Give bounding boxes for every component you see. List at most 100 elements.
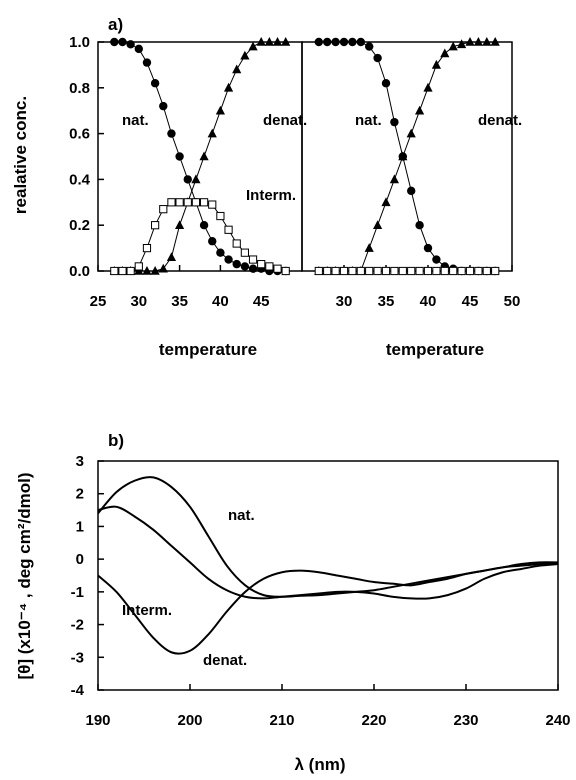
a-left-denatured-point	[150, 266, 160, 275]
a-right-x-tick-label: 50	[504, 293, 521, 310]
a-left-native-point	[224, 255, 233, 264]
a-right-native-point	[348, 37, 357, 47]
panel-a-left-annotation-nat: nat.	[122, 112, 149, 129]
a-left-denatured-point	[142, 266, 152, 275]
a-right-denatured-point	[482, 37, 492, 46]
a-right-native-point	[415, 221, 424, 230]
a-right-intermediate-point	[398, 266, 407, 276]
a-right-native-point	[331, 37, 340, 47]
a-right-denatured-point	[423, 82, 433, 92]
a-right-x-tick-label: 35	[378, 293, 395, 310]
a-left-native-point	[232, 259, 241, 269]
a-right-native-point	[381, 79, 391, 88]
a-left-denatured-point	[256, 37, 266, 46]
b-y-tick-label: 3	[76, 453, 84, 470]
a-left-intermediate-point	[257, 260, 266, 269]
a-right-denatured-point	[431, 59, 441, 69]
a-left-denatured-point	[199, 151, 209, 161]
a-left-native-point	[150, 79, 160, 88]
a-left-intermediate-point	[183, 198, 192, 207]
a-left-native-point	[126, 40, 135, 49]
a-left-intermediate-point	[126, 266, 135, 276]
a-left-native-point	[183, 175, 192, 184]
a-left-denatured-point	[207, 128, 217, 138]
a-right-intermediate-point	[381, 266, 391, 276]
a-left-denatured-point	[264, 37, 274, 46]
panel-a-right-x-axis-label: temperature	[386, 340, 484, 359]
b-x-tick-label: 220	[361, 712, 386, 729]
b-y-tick-label: 2	[76, 486, 84, 503]
b-y-tick-label: -1	[71, 584, 84, 601]
a-left-denatured-point	[272, 37, 283, 46]
a-right-denatured-line	[318, 41, 496, 272]
a-right-denatured-point	[457, 39, 467, 49]
a-left-x-tick-label: 30	[130, 293, 147, 310]
a-left-native-point	[142, 58, 152, 67]
a-right-intermediate-point	[491, 266, 500, 276]
a-left-denatured-point	[215, 105, 225, 115]
b-y-tick-label: -3	[71, 649, 84, 666]
a-right-x-tick-label: 45	[462, 293, 479, 310]
a-left-intermediate-point	[175, 198, 184, 207]
a-left-native-point	[118, 37, 127, 47]
a-right-native-point	[373, 53, 382, 63]
a-right-native-point	[423, 243, 433, 253]
a-right-denatured-point	[381, 197, 391, 207]
a-right-denatured-point	[406, 128, 416, 138]
a-left-native-point	[159, 101, 168, 111]
a-left-intermediate-point	[151, 221, 160, 230]
a-right-intermediate-point	[482, 266, 491, 276]
a-right-intermediate-point	[314, 266, 323, 276]
a-left-intermediate-point	[216, 211, 225, 221]
panel-a-left-x-axis-label: temperature	[159, 340, 257, 359]
panel-a-right-plot-frame	[301, 41, 513, 272]
a-right-native-point	[407, 186, 416, 196]
panel-b-x-axis-label: λ (nm)	[295, 755, 346, 774]
panel-b-annotation-denat: denat.	[203, 652, 247, 669]
a-right-denatured-point	[490, 37, 500, 46]
panel-a-right-annotation-denat: denat.	[478, 112, 522, 129]
a-right-intermediate-point	[457, 266, 466, 276]
a-left-denatured-point	[223, 82, 234, 92]
a-left-x-tick-label: 45	[253, 293, 270, 310]
a-left-intermediate-point	[159, 205, 168, 214]
panel-b-annotation-interm: Interm.	[122, 602, 172, 619]
panel-a-left-annotation-denat: denat.	[263, 112, 307, 129]
a-left-native-point	[248, 264, 258, 273]
panel-b-plot-frame	[97, 460, 559, 691]
b-intermediate-spectrum-line	[97, 505, 559, 600]
a-left-native-point	[110, 37, 119, 47]
a-left-denatured-point	[248, 41, 258, 51]
a-left-native-point	[216, 248, 225, 257]
a-right-native-point	[314, 37, 323, 47]
a-right-denatured-point	[473, 37, 483, 46]
b-denatured-spectrum-line	[97, 561, 559, 655]
b-x-tick-label: 210	[269, 712, 294, 729]
a-right-intermediate-point	[465, 266, 475, 276]
b-x-tick-label: 190	[85, 712, 110, 729]
a-right-intermediate-point	[415, 266, 424, 276]
a-y-tick-label: 0.2	[69, 217, 90, 234]
a-left-intermediate-point	[265, 262, 274, 271]
a-right-intermediate-point	[474, 266, 483, 276]
a-right-intermediate-point	[423, 266, 433, 276]
panel-b-y-axis-label: [θ] (x10⁻⁴ , deg cm²/dmol)	[15, 473, 34, 680]
a-right-denatured-point	[440, 48, 450, 58]
b-x-tick-label: 240	[545, 712, 570, 729]
a-right-denatured-point	[465, 37, 475, 46]
a-right-native-point	[365, 42, 374, 51]
a-left-intermediate-point	[167, 198, 176, 207]
panel-a-y-axis-label: realative conc.	[11, 96, 30, 214]
a-left-denatured-point	[158, 263, 168, 273]
a-right-denatured-point	[415, 105, 425, 115]
a-right-intermediate-point	[373, 266, 382, 276]
a-right-intermediate-point	[356, 266, 365, 276]
b-y-tick-label: -4	[71, 682, 85, 699]
a-right-denatured-point	[398, 151, 408, 161]
panel-b: b) [θ] (x10⁻⁴ , deg cm²/dmol) -4 -3 -2 -1 0 1…	[15, 431, 571, 774]
a-left-intermediate-point	[281, 266, 290, 276]
a-left-intermediate-point	[199, 198, 209, 207]
a-left-intermediate-point	[224, 225, 233, 234]
a-right-intermediate-point	[432, 266, 441, 276]
a-left-intermediate-point	[110, 266, 119, 276]
